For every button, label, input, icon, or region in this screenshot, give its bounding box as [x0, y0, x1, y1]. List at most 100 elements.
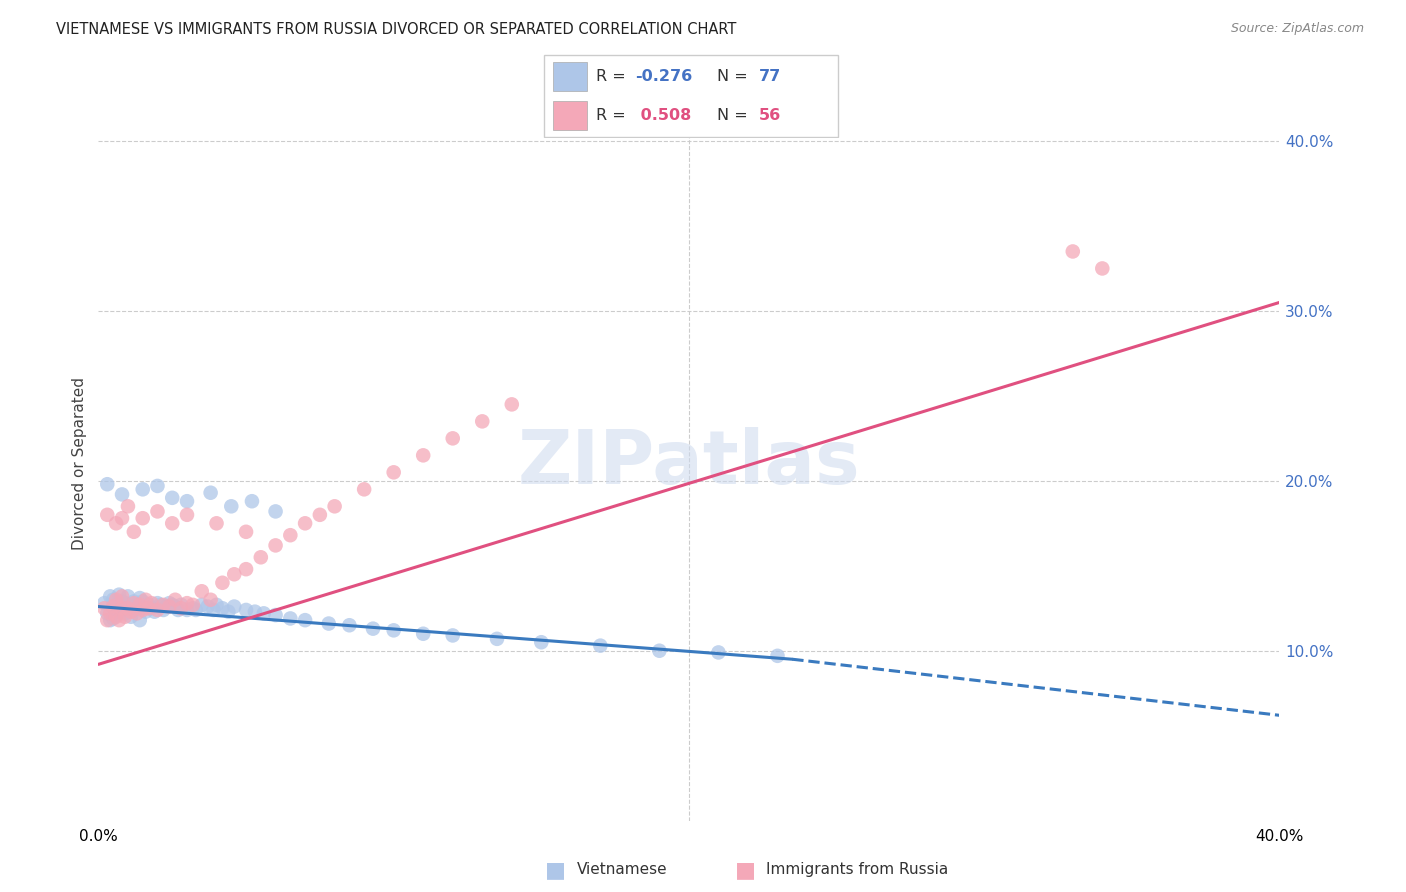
Point	[108, 599, 131, 614]
Point	[117, 590, 139, 604]
Point	[152, 603, 174, 617]
Text: Immigrants from Russia: Immigrants from Russia	[766, 863, 949, 877]
Point	[98, 590, 121, 604]
Point	[235, 603, 257, 617]
Point	[240, 494, 263, 508]
Point	[486, 632, 509, 646]
Point	[224, 567, 246, 582]
Point	[96, 477, 118, 491]
Point	[146, 603, 169, 617]
Point	[181, 598, 204, 612]
Point	[117, 601, 139, 615]
Point	[108, 613, 131, 627]
Text: VIETNAMESE VS IMMIGRANTS FROM RUSSIA DIVORCED OR SEPARATED CORRELATION CHART: VIETNAMESE VS IMMIGRANTS FROM RUSSIA DIV…	[56, 22, 737, 37]
Point	[278, 611, 302, 625]
Text: ■: ■	[735, 860, 755, 880]
Point	[132, 601, 155, 615]
Point	[111, 603, 134, 617]
Point	[441, 628, 464, 642]
Point	[253, 607, 276, 621]
Point	[125, 607, 148, 621]
Text: R =: R =	[596, 108, 631, 123]
Point	[264, 538, 287, 552]
Text: ZIPatlas: ZIPatlas	[517, 427, 860, 500]
Point	[162, 516, 183, 531]
Point	[264, 608, 287, 623]
Point	[294, 516, 316, 531]
Point	[211, 601, 233, 615]
Point	[165, 599, 187, 614]
Point	[103, 601, 125, 615]
Point	[382, 466, 405, 480]
Point	[128, 613, 150, 627]
Point	[103, 592, 125, 607]
Point	[167, 603, 190, 617]
Point	[211, 575, 233, 590]
Point	[162, 598, 183, 612]
Point	[200, 592, 222, 607]
Point	[181, 601, 204, 615]
Point	[105, 608, 128, 623]
Text: R =: R =	[596, 69, 631, 84]
Point	[157, 596, 180, 610]
Point	[412, 626, 434, 640]
Point	[96, 508, 118, 522]
Point	[117, 598, 139, 612]
Point	[1062, 244, 1084, 259]
Point	[441, 431, 464, 445]
Point	[132, 603, 155, 617]
Point	[103, 599, 125, 614]
Point	[176, 596, 198, 610]
Point	[176, 494, 198, 508]
Point	[707, 645, 730, 659]
Point	[202, 603, 225, 617]
Point	[128, 591, 150, 605]
Point	[530, 635, 553, 649]
Point	[235, 562, 257, 576]
Point	[170, 598, 193, 612]
Point	[191, 598, 214, 612]
Point	[205, 598, 228, 612]
Point	[361, 622, 384, 636]
Text: 77: 77	[759, 69, 782, 84]
Point	[103, 611, 125, 625]
Point	[155, 599, 177, 614]
Point	[132, 594, 155, 608]
Text: 0.508: 0.508	[636, 108, 692, 123]
Point	[243, 605, 266, 619]
Point	[353, 483, 375, 497]
Point	[111, 511, 134, 525]
Point	[382, 624, 405, 638]
Point	[122, 596, 145, 610]
Point	[176, 508, 198, 522]
Point	[191, 584, 214, 599]
Point	[170, 601, 193, 615]
Point	[176, 603, 198, 617]
Point	[205, 516, 228, 531]
Point	[250, 550, 273, 565]
Point	[339, 618, 360, 632]
FancyBboxPatch shape	[554, 62, 586, 91]
Point	[132, 511, 155, 525]
Point	[143, 605, 166, 619]
Point	[120, 605, 142, 619]
Point	[200, 485, 222, 500]
Point	[135, 592, 157, 607]
Point	[122, 603, 145, 617]
Point	[111, 601, 134, 615]
Point	[138, 598, 160, 612]
Point	[128, 598, 150, 612]
Y-axis label: Divorced or Separated: Divorced or Separated	[72, 377, 87, 550]
Text: ■: ■	[546, 860, 565, 880]
Point	[589, 639, 612, 653]
Point	[125, 598, 148, 612]
Point	[157, 599, 180, 614]
Point	[264, 504, 287, 518]
Point	[278, 528, 302, 542]
Point	[165, 592, 187, 607]
Point	[162, 491, 183, 505]
Point	[318, 616, 340, 631]
Point	[111, 594, 134, 608]
Point	[114, 607, 136, 621]
Point	[111, 590, 134, 604]
